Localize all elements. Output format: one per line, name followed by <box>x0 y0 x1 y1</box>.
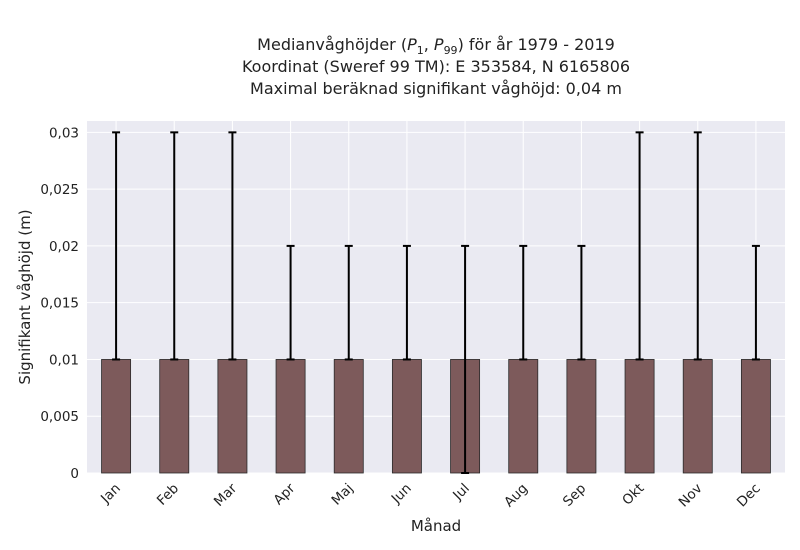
bar-jun <box>391 359 422 474</box>
x-tick-label: Feb <box>154 481 182 509</box>
y-tick-label: 0,01 <box>49 352 79 368</box>
x-tick-label: Sep <box>560 481 589 510</box>
bar-sep <box>566 359 597 474</box>
bar-nov <box>682 359 713 474</box>
y-axis-label: Signifikant våghöjd (m) <box>16 209 34 384</box>
x-tick-label: Jul <box>449 481 473 505</box>
chart-title-line-2: Koordinat (Sweref 99 TM): E 353584, N 61… <box>241 57 631 76</box>
x-axis-label: Månad <box>411 517 461 535</box>
plot-area <box>87 121 785 473</box>
y-tick-label: 0,025 <box>40 182 79 198</box>
bar-okt <box>624 359 655 474</box>
bar-jan <box>101 359 132 474</box>
chart-title-line-3: Maximal beräknad signifikant våghöjd: 0,… <box>250 79 622 98</box>
x-tick-label: Okt <box>619 481 647 509</box>
x-tick-labels: Jan Feb Mar Apr Maj Jun Jul Aug Sep Okt Nov Dec <box>97 480 764 510</box>
y-tick-labels: 0 0,005 0,01 0,015 0,02 0,025 0,03 <box>40 125 79 482</box>
y-tick-label: 0,02 <box>49 239 79 255</box>
x-tick-label: Maj <box>329 481 357 509</box>
error-bars <box>112 131 760 474</box>
x-tick-label: Jun <box>388 481 415 508</box>
bar-aug <box>508 359 539 474</box>
x-tick-label: Apr <box>271 480 299 508</box>
bar-mar <box>217 359 248 474</box>
bars <box>101 359 771 474</box>
y-tick-label: 0,03 <box>49 125 79 141</box>
x-tick-label: Nov <box>676 481 706 511</box>
x-tick-label: Dec <box>734 481 764 511</box>
y-tick-label: 0,005 <box>40 409 79 425</box>
x-tick-label: Aug <box>501 481 531 511</box>
y-tick-label: 0 <box>70 466 79 482</box>
x-tick-label: Jan <box>97 481 124 508</box>
chart-title-line-1: Medianvåghöjder (P1, P99) för år 1979 - … <box>257 35 615 58</box>
x-tick-label: Mar <box>211 480 241 510</box>
bar-dec <box>740 359 771 474</box>
y-tick-label: 0,015 <box>40 296 79 312</box>
bar-maj <box>333 359 364 474</box>
bar-apr <box>275 359 306 474</box>
bar-feb <box>159 359 190 474</box>
